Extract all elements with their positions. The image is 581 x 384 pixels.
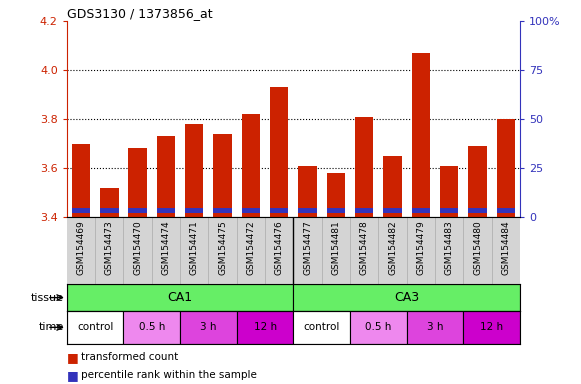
Bar <box>355 208 374 213</box>
Text: GSM154475: GSM154475 <box>218 220 227 275</box>
Bar <box>270 208 288 213</box>
Bar <box>383 156 401 217</box>
Text: GSM154471: GSM154471 <box>190 220 199 275</box>
Bar <box>67 284 293 311</box>
Bar <box>468 146 487 217</box>
Bar <box>327 173 345 217</box>
Text: 12 h: 12 h <box>253 322 277 333</box>
Bar <box>242 208 260 213</box>
Text: GSM154484: GSM154484 <box>501 220 510 275</box>
Bar <box>100 188 119 217</box>
Bar <box>412 53 430 217</box>
Text: ■: ■ <box>67 351 78 364</box>
Text: 3 h: 3 h <box>427 322 443 333</box>
Text: GSM154478: GSM154478 <box>360 220 369 275</box>
Bar <box>468 208 487 213</box>
Text: control: control <box>77 322 113 333</box>
Text: GSM154482: GSM154482 <box>388 220 397 275</box>
Bar <box>242 114 260 217</box>
Bar <box>213 208 232 213</box>
Bar <box>185 208 203 213</box>
Bar <box>497 119 515 217</box>
Text: GSM154470: GSM154470 <box>133 220 142 275</box>
Bar <box>497 208 515 213</box>
Bar <box>180 311 237 344</box>
Text: 0.5 h: 0.5 h <box>365 322 392 333</box>
Text: tissue: tissue <box>31 293 64 303</box>
Text: percentile rank within the sample: percentile rank within the sample <box>81 370 257 380</box>
Bar <box>157 208 175 213</box>
Bar <box>355 117 374 217</box>
Bar <box>440 166 458 217</box>
Text: GSM154481: GSM154481 <box>331 220 340 275</box>
Text: ■: ■ <box>67 369 78 382</box>
Bar <box>72 208 90 213</box>
Bar <box>383 208 401 213</box>
Bar <box>185 124 203 217</box>
Text: GSM154472: GSM154472 <box>246 220 256 275</box>
Text: GSM154474: GSM154474 <box>162 220 170 275</box>
Text: GSM154476: GSM154476 <box>275 220 284 275</box>
Text: GSM154473: GSM154473 <box>105 220 114 275</box>
Bar <box>464 311 520 344</box>
Text: 12 h: 12 h <box>480 322 503 333</box>
Bar <box>270 87 288 217</box>
Text: GSM154469: GSM154469 <box>77 220 85 275</box>
Text: CA1: CA1 <box>167 291 193 304</box>
Bar <box>128 149 147 217</box>
Bar <box>213 134 232 217</box>
Text: 3 h: 3 h <box>200 322 217 333</box>
Bar <box>299 208 317 213</box>
Bar <box>299 166 317 217</box>
Bar <box>350 311 407 344</box>
Text: GSM154483: GSM154483 <box>444 220 454 275</box>
Text: transformed count: transformed count <box>81 352 178 362</box>
Text: GSM154477: GSM154477 <box>303 220 312 275</box>
Text: control: control <box>303 322 340 333</box>
Bar <box>293 284 520 311</box>
Bar <box>128 208 147 213</box>
Bar <box>440 208 458 213</box>
Text: CA3: CA3 <box>394 291 419 304</box>
Text: time: time <box>39 322 64 333</box>
Bar <box>237 311 293 344</box>
Bar <box>100 208 119 213</box>
Bar <box>407 311 464 344</box>
Bar <box>123 311 180 344</box>
Bar <box>293 311 350 344</box>
Bar <box>67 311 124 344</box>
Bar <box>327 208 345 213</box>
Bar <box>157 136 175 217</box>
Text: GDS3130 / 1373856_at: GDS3130 / 1373856_at <box>67 7 213 20</box>
Text: 0.5 h: 0.5 h <box>139 322 165 333</box>
Bar <box>72 144 90 217</box>
Text: GSM154480: GSM154480 <box>473 220 482 275</box>
Bar <box>412 208 430 213</box>
Text: GSM154479: GSM154479 <box>417 220 425 275</box>
